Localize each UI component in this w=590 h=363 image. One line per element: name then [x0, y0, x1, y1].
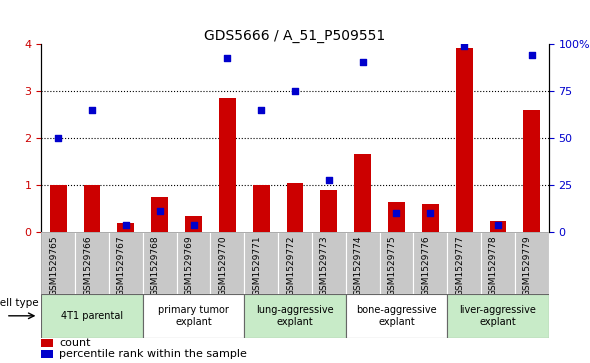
Text: liver-aggressive
explant: liver-aggressive explant [460, 305, 536, 327]
Bar [388, 201, 405, 232]
Bar [414, 232, 447, 294]
Bar [447, 232, 481, 294]
Bar [75, 232, 109, 294]
Text: GSM1529779: GSM1529779 [523, 235, 532, 296]
Bar [422, 204, 439, 232]
Point [121, 222, 130, 228]
Text: GSM1529768: GSM1529768 [150, 235, 160, 296]
Text: GSM1529766: GSM1529766 [83, 235, 92, 296]
Point [358, 60, 368, 65]
Point [425, 209, 435, 215]
Bar [287, 183, 303, 232]
Bar [523, 110, 540, 232]
Text: primary tumor
explant: primary tumor explant [158, 305, 229, 327]
Bar [41, 339, 53, 347]
Text: GSM1529770: GSM1529770 [218, 235, 227, 296]
Point [290, 88, 300, 94]
Point [87, 107, 97, 113]
Point [527, 52, 536, 58]
Bar [379, 232, 414, 294]
Bar [143, 232, 176, 294]
Text: percentile rank within the sample: percentile rank within the sample [59, 349, 247, 359]
Text: 4T1 parental: 4T1 parental [61, 311, 123, 321]
Title: GDS5666 / A_51_P509551: GDS5666 / A_51_P509551 [204, 29, 386, 42]
Bar [41, 232, 75, 294]
Bar [219, 98, 236, 232]
Bar [41, 350, 53, 358]
Bar [244, 232, 278, 294]
Point [493, 222, 503, 228]
Bar [346, 294, 447, 338]
Text: bone-aggressive
explant: bone-aggressive explant [356, 305, 437, 327]
Text: GSM1529776: GSM1529776 [421, 235, 430, 296]
Bar [354, 154, 371, 232]
Bar [320, 190, 337, 232]
Point [324, 178, 333, 183]
Point [392, 209, 401, 215]
Bar [490, 220, 506, 232]
Point [460, 43, 469, 49]
Text: GSM1529777: GSM1529777 [455, 235, 464, 296]
Bar [185, 216, 202, 232]
Bar [176, 232, 211, 294]
Bar [143, 294, 244, 338]
Text: GSM1529765: GSM1529765 [49, 235, 58, 296]
Text: GSM1529772: GSM1529772 [286, 235, 295, 296]
Bar [312, 232, 346, 294]
Text: GSM1529769: GSM1529769 [185, 235, 194, 296]
Bar [346, 232, 379, 294]
Text: lung-aggressive
explant: lung-aggressive explant [256, 305, 334, 327]
Bar [455, 48, 473, 232]
Bar [481, 232, 515, 294]
Text: GSM1529771: GSM1529771 [252, 235, 261, 296]
Bar [84, 185, 100, 232]
Bar [253, 185, 270, 232]
Text: cell type: cell type [0, 298, 38, 308]
Point [222, 55, 232, 61]
Bar [447, 294, 549, 338]
Bar [41, 294, 143, 338]
Bar [117, 223, 135, 232]
Bar [151, 197, 168, 232]
Point [257, 107, 266, 113]
Text: GSM1529774: GSM1529774 [353, 235, 363, 296]
Bar [50, 185, 67, 232]
Text: GSM1529773: GSM1529773 [320, 235, 329, 296]
Bar [211, 232, 244, 294]
Bar [109, 232, 143, 294]
Bar [278, 232, 312, 294]
Text: GSM1529775: GSM1529775 [388, 235, 396, 296]
Text: GSM1529767: GSM1529767 [117, 235, 126, 296]
Text: GSM1529778: GSM1529778 [489, 235, 498, 296]
Bar [515, 232, 549, 294]
Point [54, 135, 63, 141]
Point [189, 222, 198, 228]
Point [155, 208, 165, 214]
Text: count: count [59, 338, 90, 348]
Bar [244, 294, 346, 338]
